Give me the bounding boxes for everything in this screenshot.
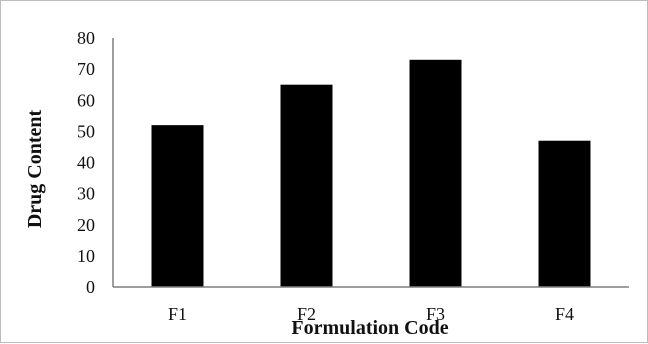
y-tick-label: 10 (77, 246, 95, 266)
y-tick-label: 40 (77, 153, 95, 173)
y-tick-label: 60 (77, 90, 95, 110)
x-axis-ticks: F1 F2 F3 F4 (168, 304, 574, 324)
bar-f1 (151, 125, 204, 288)
y-tick-label: 50 (77, 121, 95, 141)
y-tick-label: 80 (77, 28, 95, 48)
x-tick-label: F3 (426, 304, 445, 324)
y-axis-title: Drug Content (24, 110, 46, 229)
y-tick-label: 30 (77, 184, 95, 204)
y-tick-label: 0 (86, 277, 95, 297)
y-tick-label: 20 (77, 215, 95, 235)
x-tick-label: F4 (555, 304, 574, 324)
x-axis-title: Formulation Code (291, 317, 448, 339)
bar-f3 (409, 59, 462, 287)
x-tick-label: F1 (168, 304, 187, 324)
bars (151, 59, 591, 288)
x-tick-label: F2 (297, 304, 316, 324)
y-axis-ticks: 0 10 20 30 40 50 60 70 80 (77, 28, 95, 297)
y-tick-label: 70 (77, 59, 95, 79)
bar-f4 (538, 140, 591, 287)
bar-f2 (280, 84, 333, 287)
